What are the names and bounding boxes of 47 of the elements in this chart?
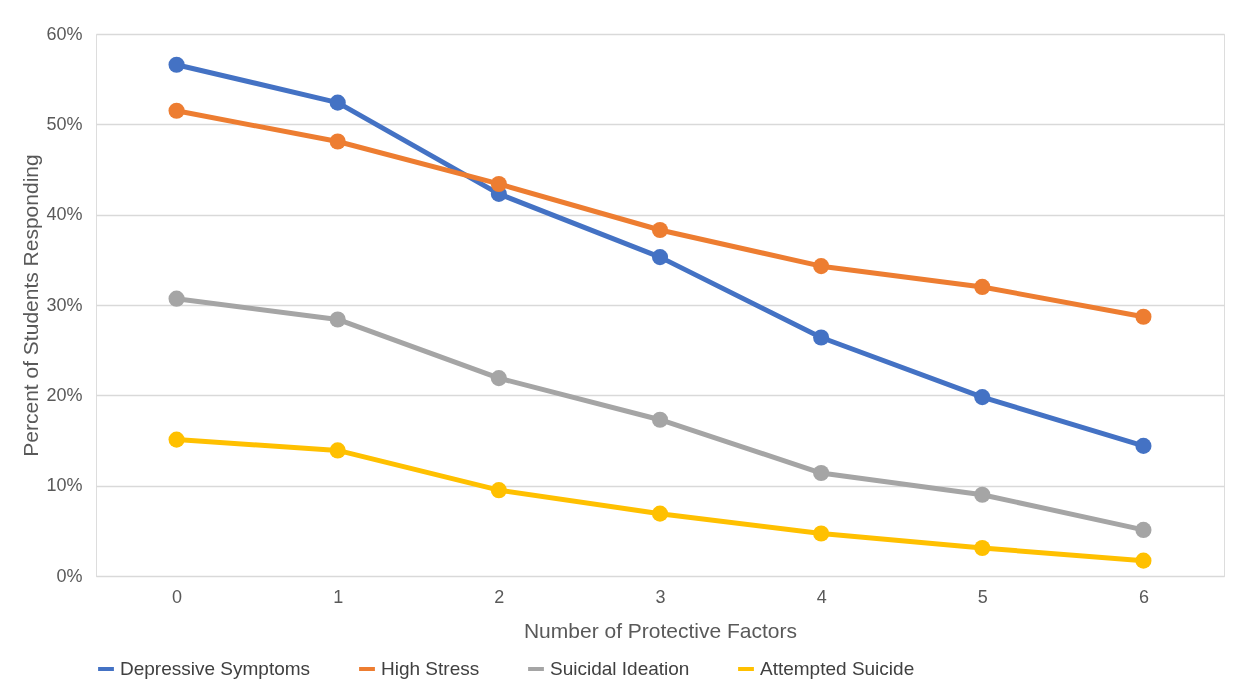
x-tick-label: 4: [816, 586, 827, 607]
y-tick-label: 10%: [46, 475, 83, 496]
point: [651, 411, 669, 428]
point: [329, 442, 346, 459]
point: [974, 389, 991, 406]
y-tick-label: 60%: [46, 23, 83, 44]
y-tick-label: 20%: [46, 384, 83, 405]
point: [490, 370, 507, 387]
y-tick-label: 0%: [56, 565, 83, 586]
point: [974, 278, 991, 295]
x-axis-title: Number of Protective Factors: [523, 618, 798, 642]
point: [813, 329, 830, 346]
y-tick-label: 30%: [46, 294, 83, 315]
point: [329, 133, 346, 150]
point: [1135, 521, 1152, 538]
point: [813, 525, 830, 542]
point: [168, 56, 185, 73]
point: [490, 175, 507, 192]
point: [974, 539, 991, 557]
x-tick-label: 2: [494, 586, 505, 607]
point: [974, 486, 991, 503]
point: [490, 482, 507, 499]
point: [168, 431, 185, 448]
x-tick-label: 1: [333, 586, 344, 607]
x-tick-label: 5: [977, 586, 988, 607]
point: [1135, 552, 1152, 569]
x-tick-label: 6: [1138, 586, 1149, 607]
point: [168, 102, 185, 119]
legend-label: Depressive Symptoms: [120, 658, 311, 679]
point: [1135, 308, 1152, 325]
y-axis-title: Percent of Students Responding: [19, 154, 43, 457]
point: [651, 249, 669, 266]
point: [168, 290, 185, 307]
x-tick-label: 0: [172, 586, 183, 607]
point: [651, 221, 669, 239]
point: [329, 311, 346, 328]
legend-label: Attempted Suicide: [760, 658, 915, 679]
y-tick-label: 50%: [46, 113, 83, 134]
point: [813, 464, 830, 482]
point: [1135, 437, 1152, 454]
point: [813, 258, 830, 275]
point: [651, 505, 669, 522]
y-tick-label: 40%: [46, 204, 83, 225]
legend-label: High Stress: [381, 658, 480, 679]
x-tick-label: 3: [655, 586, 666, 607]
point: [329, 94, 346, 111]
legend-label: Suicidal Ideation: [550, 658, 690, 679]
